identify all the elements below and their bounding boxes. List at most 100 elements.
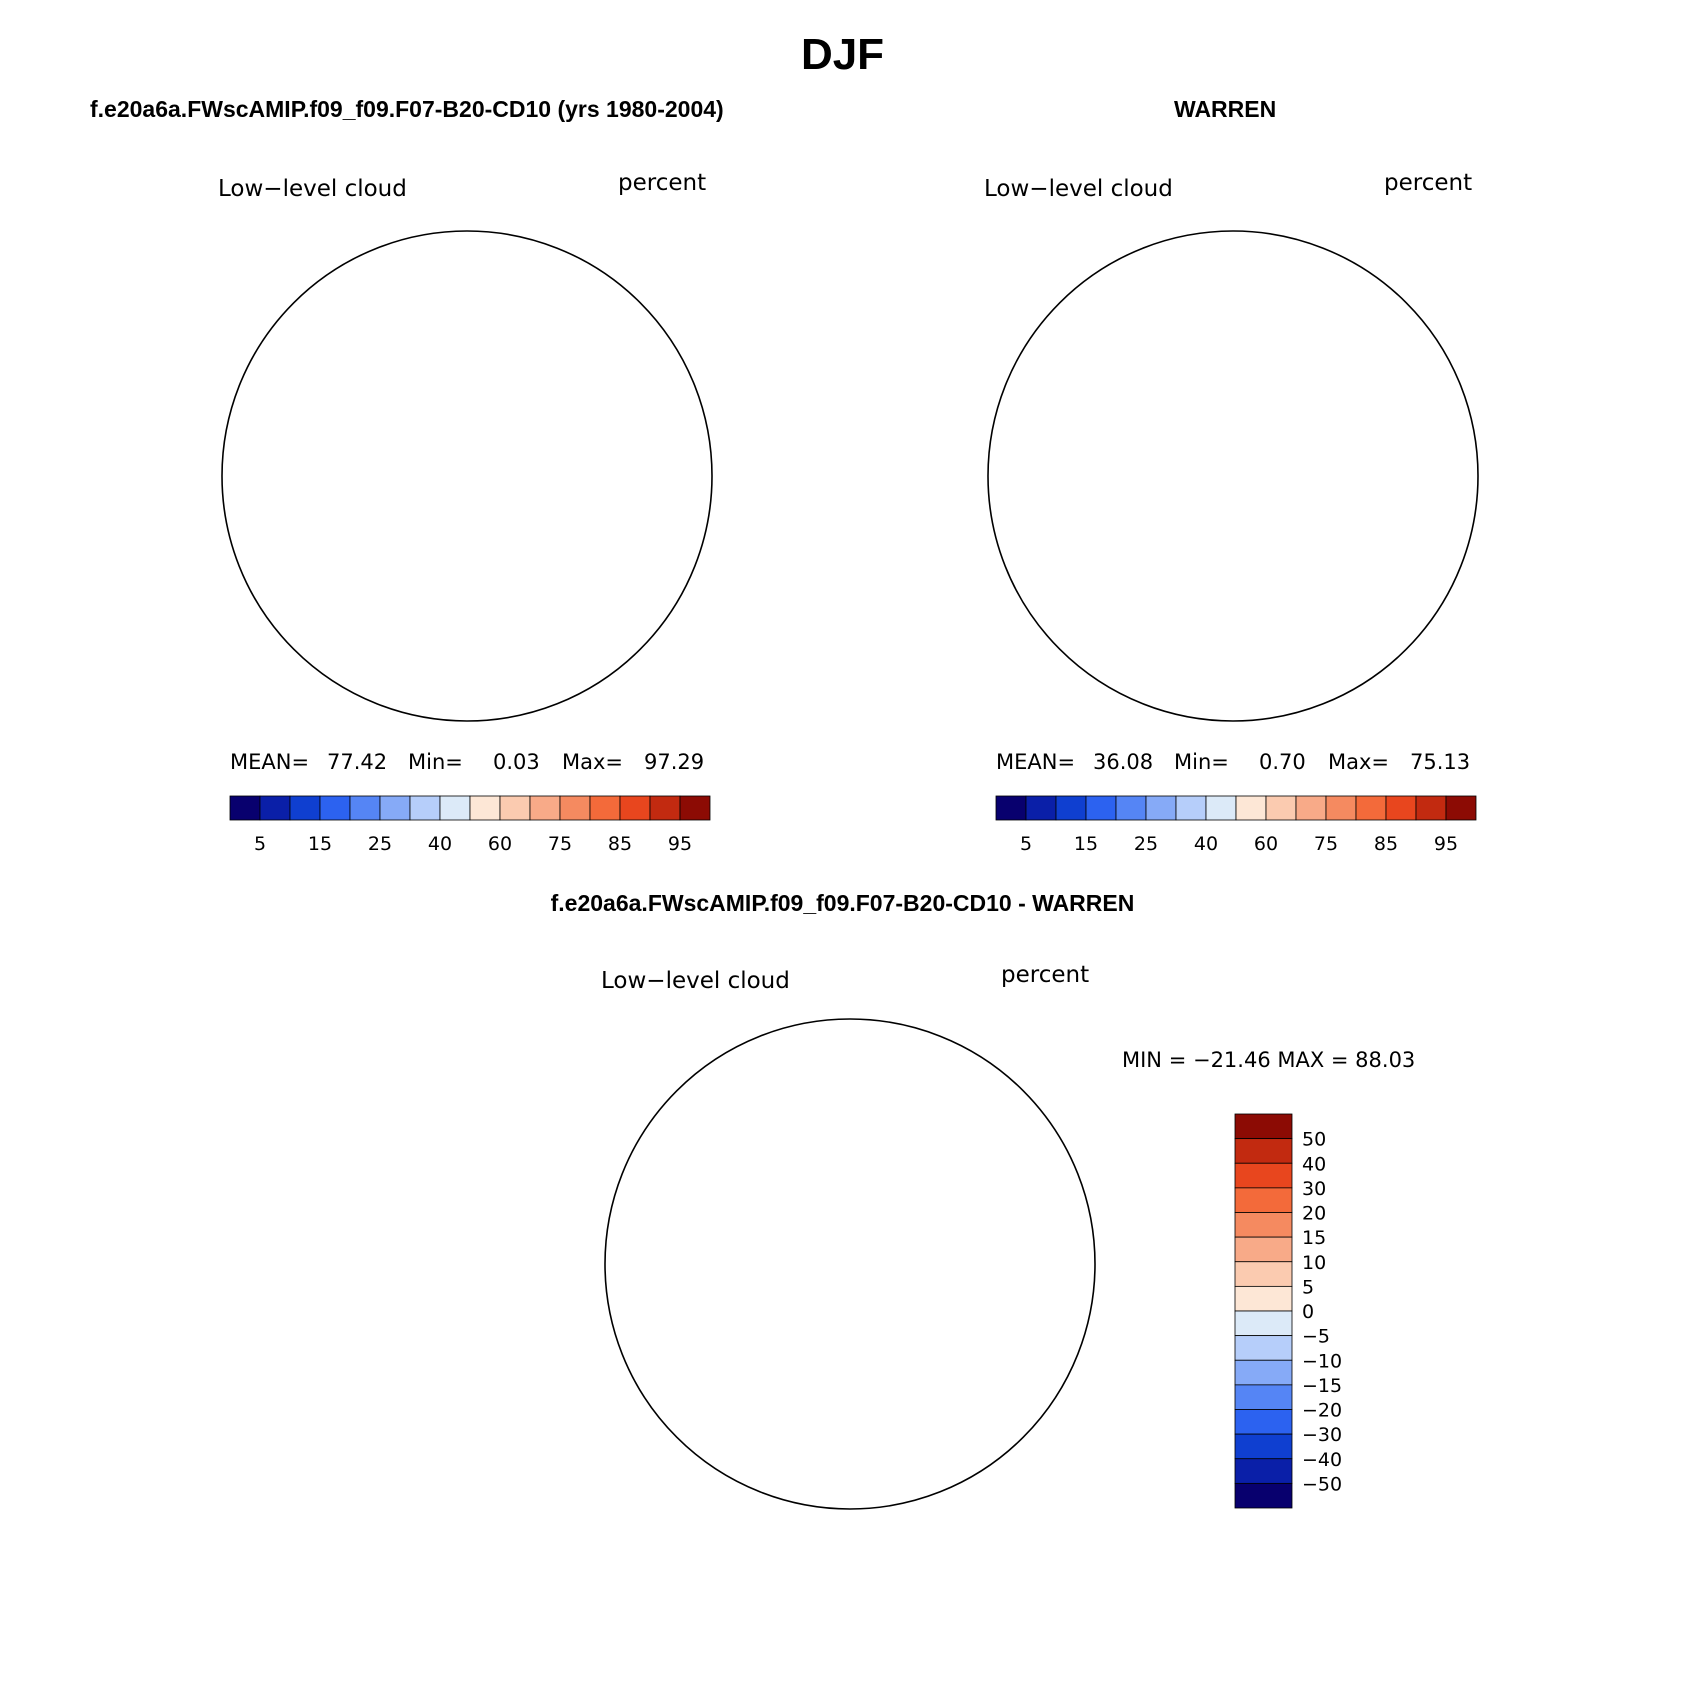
coastline bbox=[455, 599, 516, 697]
colorbar-box bbox=[1234, 1384, 1293, 1410]
colorbar-tick-label: 20 bbox=[1302, 1203, 1326, 1225]
coastline bbox=[838, 1387, 899, 1485]
colorbar-tick-label: −15 bbox=[1302, 1375, 1342, 1397]
region-background bbox=[605, 1019, 1095, 1509]
colorbar-box bbox=[379, 795, 411, 821]
map-boundary bbox=[604, 1018, 1096, 1510]
colorbar-tick-label: −20 bbox=[1302, 1400, 1342, 1422]
colorbar-tick-label: 15 bbox=[1074, 833, 1098, 855]
panel2-mean-label: MEAN= bbox=[996, 750, 1076, 774]
colorbar-box bbox=[995, 795, 1027, 821]
colorbar-box bbox=[1325, 795, 1357, 821]
panel1-mean-label: MEAN= bbox=[230, 750, 310, 774]
panel1-variable: Low−level cloud bbox=[218, 176, 407, 202]
region-background bbox=[988, 231, 1478, 721]
region-north-america bbox=[666, 1350, 1034, 1507]
colorbar-tick-label: 30 bbox=[1302, 1178, 1326, 1200]
panel1-min: 0.03 bbox=[493, 750, 540, 774]
region-subtropical-margins bbox=[224, 236, 516, 550]
colorbar-box bbox=[1234, 1113, 1293, 1140]
colorbar-tick-label: 0 bbox=[1302, 1301, 1314, 1323]
panel3-minmax: MIN = −21.46 MAX = 88.03 bbox=[1122, 1048, 1416, 1072]
colorbar-tick-label: 40 bbox=[1194, 833, 1218, 855]
colorbar-box bbox=[1205, 795, 1237, 821]
colorbar-box bbox=[1025, 795, 1057, 821]
colorbar-box bbox=[649, 795, 681, 821]
panel2-max: 75.13 bbox=[1410, 750, 1471, 774]
colorbar-tick-label: 50 bbox=[1302, 1129, 1326, 1151]
colorbar-box bbox=[1265, 795, 1297, 821]
region-arctic-ocean bbox=[430, 390, 589, 574]
panel1-colorbar: 5 15 25 40 60 75 85 95 bbox=[229, 795, 711, 855]
colorbar-tick-label: 75 bbox=[1314, 833, 1338, 855]
panel2-mean: 36.08 bbox=[1093, 750, 1154, 774]
colorbar-box bbox=[1115, 795, 1147, 821]
coastline bbox=[617, 1024, 838, 1276]
colorbar-box bbox=[289, 795, 321, 821]
region-polar-cap-no-data- bbox=[1123, 329, 1344, 586]
coastline bbox=[341, 465, 438, 586]
panel1-max: 97.29 bbox=[644, 750, 705, 774]
colorbar-box bbox=[559, 795, 591, 821]
colorbar-box bbox=[1234, 1236, 1293, 1263]
colorbar-box bbox=[1234, 1261, 1293, 1287]
colorbar-box bbox=[679, 795, 711, 821]
region-siberia bbox=[381, 505, 413, 556]
map-boundary bbox=[221, 230, 713, 722]
colorbar-tick-label: 75 bbox=[548, 833, 572, 855]
panel2-colorbar: 5 15 25 40 60 75 85 95 bbox=[995, 795, 1477, 855]
colorbar-box bbox=[1234, 1285, 1293, 1312]
colorbar-tick-label: 60 bbox=[488, 833, 512, 855]
region-north-pacific bbox=[1368, 599, 1442, 685]
colorbar-tick-label: 95 bbox=[1434, 833, 1458, 855]
colorbar-box bbox=[1234, 1212, 1293, 1238]
colorbar-box bbox=[589, 795, 621, 821]
colorbar-box bbox=[1175, 795, 1207, 821]
colorbar-tick-label: 5 bbox=[1020, 833, 1032, 855]
colorbar-tick-label: −5 bbox=[1302, 1326, 1330, 1348]
colorbar-box bbox=[1445, 795, 1477, 821]
colorbar-box bbox=[499, 795, 531, 821]
panel2-min: 0.70 bbox=[1259, 750, 1306, 774]
colorbar-box bbox=[349, 795, 381, 821]
colorbar-tick-label: 25 bbox=[368, 833, 392, 855]
region-polar-cap-no-data- bbox=[875, 1021, 1093, 1374]
colorbar-box bbox=[1234, 1335, 1293, 1361]
season-title: DJF bbox=[800, 30, 885, 79]
colorbar-tick-label: 85 bbox=[1374, 833, 1398, 855]
region-north-pacific bbox=[607, 1031, 825, 1350]
panel3-units: percent bbox=[1001, 962, 1090, 988]
colorbar-box bbox=[1234, 1359, 1293, 1386]
region-north-america bbox=[990, 268, 1184, 562]
panel2-units: percent bbox=[1384, 170, 1473, 196]
coastline bbox=[1107, 465, 1204, 586]
region-siberia bbox=[1282, 268, 1476, 587]
coastline bbox=[724, 1253, 821, 1374]
panel2-map bbox=[987, 230, 1479, 722]
colorbar-tick-label: 15 bbox=[1302, 1227, 1326, 1249]
colorbar-tick-label: 60 bbox=[1254, 833, 1278, 855]
colorbar-box bbox=[469, 795, 501, 821]
colorbar-box bbox=[1055, 795, 1087, 821]
panel2-max-label: Max= bbox=[1328, 750, 1390, 774]
region-north-atlantic bbox=[1025, 586, 1148, 660]
colorbar-box bbox=[1235, 795, 1267, 821]
coastline bbox=[1000, 236, 1221, 488]
colorbar-box bbox=[229, 795, 261, 821]
colorbar-box bbox=[259, 795, 291, 821]
region-background bbox=[222, 231, 712, 721]
colorbar-box bbox=[319, 795, 351, 821]
colorbar-box bbox=[409, 795, 441, 821]
colorbar-box bbox=[1415, 795, 1447, 821]
colorbar-tick-label: −40 bbox=[1302, 1449, 1342, 1471]
region-polar-cap-no-data- bbox=[740, 1129, 961, 1362]
colorbar-box bbox=[1234, 1310, 1293, 1337]
colorbar-tick-label: 15 bbox=[308, 833, 332, 855]
region-polar-cap-no-data- bbox=[617, 1252, 727, 1313]
colorbar-tick-label: 25 bbox=[1134, 833, 1158, 855]
colorbar-box bbox=[1385, 795, 1417, 821]
colorbar-tick-label: −50 bbox=[1302, 1473, 1342, 1495]
coastline bbox=[234, 236, 455, 488]
